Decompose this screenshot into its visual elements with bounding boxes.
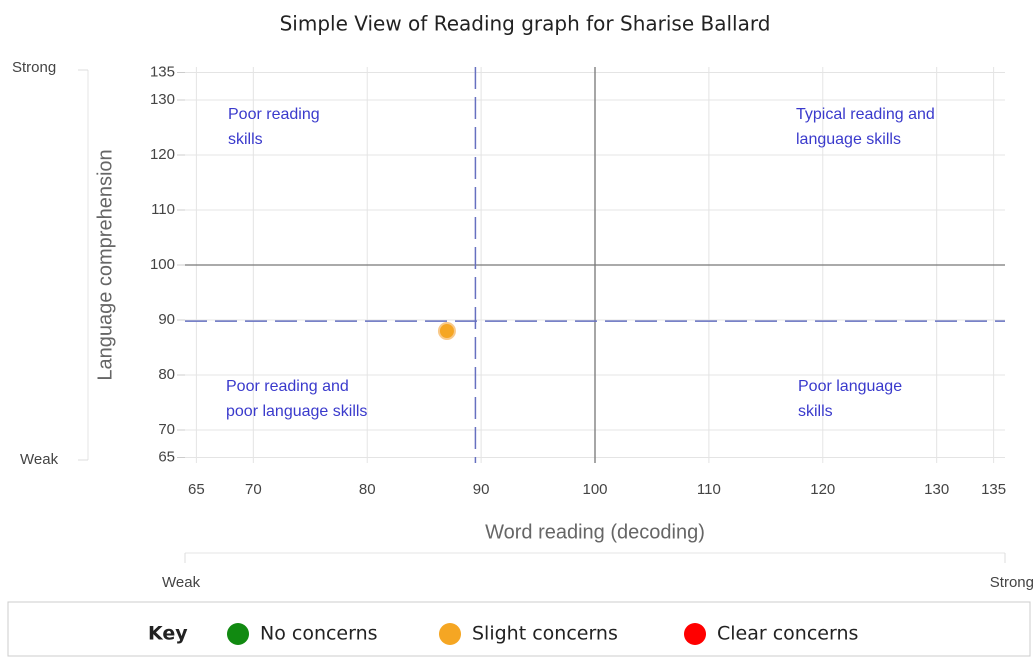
quadrant-label: Poor language: [798, 378, 902, 395]
y-tick-label: 70: [158, 421, 175, 438]
y-tick-label: 100: [150, 256, 175, 273]
x-tick-label: 65: [188, 481, 205, 498]
quadrant-label: language skills: [796, 131, 901, 148]
y-tick-label: 120: [150, 146, 175, 163]
data-point: [437, 322, 456, 340]
x-scale-label: Weak: [162, 574, 201, 591]
x-tick-label: 100: [582, 481, 607, 498]
key-swatch: [439, 623, 461, 645]
chart-title: Simple View of Reading graph for Sharise…: [280, 12, 771, 36]
y-tick-label: 130: [150, 91, 175, 108]
quadrant-label: Poor reading and: [226, 378, 349, 395]
x-tick-label: 80: [359, 481, 376, 498]
key-swatch: [227, 623, 249, 645]
quadrant-label: Typical reading and: [796, 106, 935, 123]
x-tick-label: 110: [697, 481, 721, 498]
y-tick-label: 65: [158, 448, 175, 465]
key-label: No concerns: [260, 623, 378, 645]
key-swatch: [684, 623, 706, 645]
y-tick-label: 90: [158, 311, 175, 328]
key-label: Clear concerns: [717, 623, 858, 645]
y-scale-label: Weak: [20, 451, 59, 468]
quadrant-label: skills: [228, 131, 263, 148]
y-scale-label: Strong: [12, 59, 56, 76]
key-box: [7, 601, 1031, 657]
x-tick-label: 90: [473, 481, 490, 498]
quadrant-label: skills: [798, 403, 833, 420]
x-tick-label: 120: [810, 481, 835, 498]
x-tick-label: 70: [245, 481, 262, 498]
key-label: Slight concerns: [472, 623, 618, 645]
x-tick-label: 135: [981, 481, 1006, 498]
key-title: Key: [148, 623, 188, 645]
x-tick-label: 130: [924, 481, 949, 498]
x-axis-label: Word reading (decoding): [485, 521, 705, 543]
quadrant-label: Poor reading: [228, 106, 320, 123]
x-scale-label: Strong: [990, 574, 1034, 591]
y-tick-label: 110: [151, 201, 175, 218]
quadrant-label: poor language skills: [226, 403, 367, 420]
y-tick-label: 80: [158, 366, 175, 383]
y-tick-label: 135: [150, 63, 175, 80]
y-axis-label: Language comprehension: [94, 149, 116, 380]
